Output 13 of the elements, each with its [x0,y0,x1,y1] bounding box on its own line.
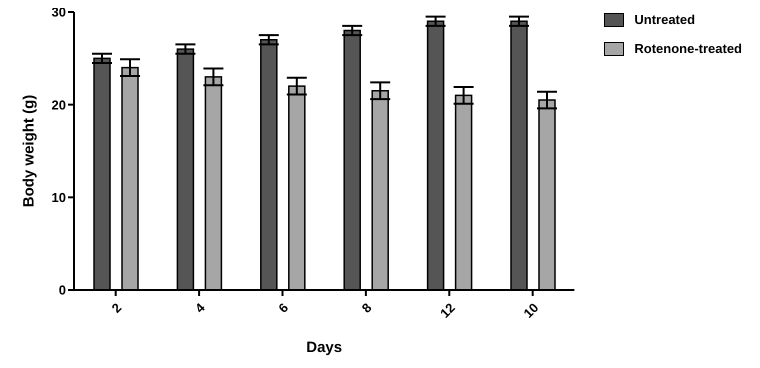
x-axis-title: Days [306,339,342,356]
legend-label: Rotenone-treated [634,41,742,56]
x-tick-label: 10 [520,300,542,321]
x-tick-label: 12 [437,300,458,321]
legend-label: Untreated [634,12,696,27]
x-tick-label: 8 [358,300,375,316]
x-tick-label: 6 [275,300,292,316]
y-axis-title: Body weight (g) [20,94,38,208]
y-tick-label: 10 [52,190,66,205]
y-tick-label: 20 [52,97,66,112]
x-tick-label: 2 [108,300,124,316]
x-tick-label: 4 [192,300,208,316]
y-tick-label: 0 [58,282,66,298]
